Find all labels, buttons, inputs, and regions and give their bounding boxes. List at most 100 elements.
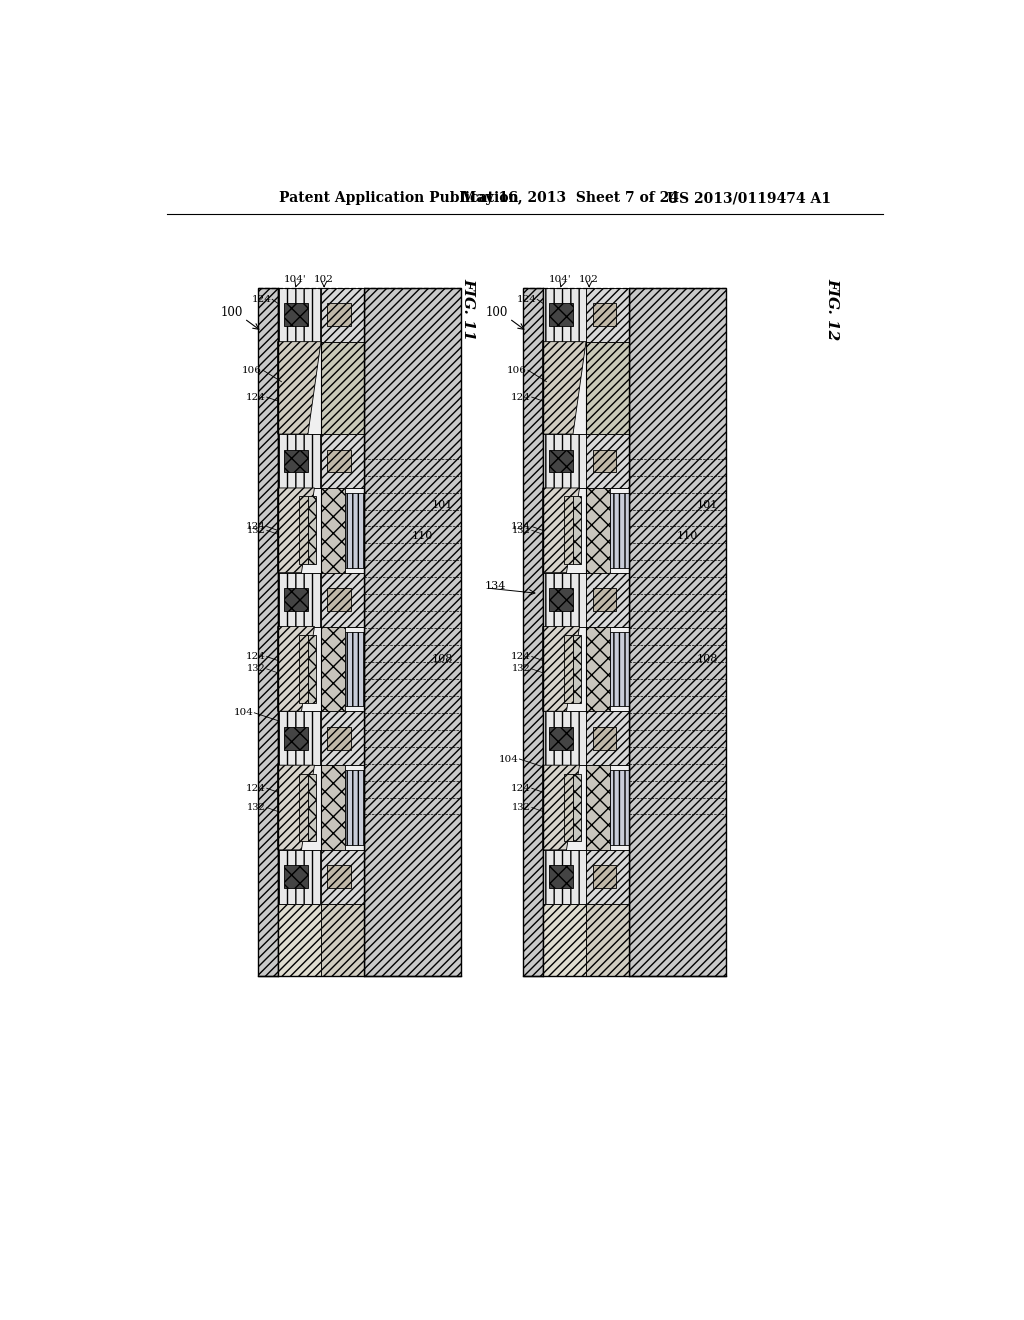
Bar: [564, 496, 572, 564]
Bar: [345, 494, 365, 568]
Bar: [345, 771, 365, 845]
Text: 124: 124: [511, 784, 531, 793]
Text: 110: 110: [412, 531, 433, 541]
Bar: [278, 288, 365, 342]
Text: 126: 126: [285, 381, 303, 389]
Bar: [278, 488, 365, 573]
Text: 104: 104: [233, 709, 254, 717]
Bar: [321, 488, 345, 573]
Bar: [258, 288, 278, 977]
Text: 120: 120: [550, 310, 569, 319]
Text: 102: 102: [579, 275, 598, 284]
Text: 104': 104': [284, 275, 306, 284]
Bar: [278, 627, 365, 711]
Text: 101: 101: [431, 500, 453, 510]
Text: 100: 100: [220, 306, 243, 319]
Bar: [321, 850, 365, 904]
Bar: [564, 774, 572, 841]
Text: 112: 112: [334, 525, 351, 535]
Bar: [586, 434, 630, 488]
Text: 124: 124: [246, 652, 266, 661]
Bar: [610, 494, 630, 568]
Bar: [593, 589, 616, 611]
Text: 128: 128: [293, 531, 310, 540]
Bar: [586, 850, 630, 904]
Bar: [586, 711, 630, 766]
Bar: [586, 573, 630, 627]
Text: US 2013/0119474 A1: US 2013/0119474 A1: [667, 191, 830, 206]
Bar: [278, 904, 321, 977]
Text: 132: 132: [512, 664, 531, 673]
Bar: [543, 766, 630, 850]
Bar: [610, 771, 630, 845]
Bar: [278, 904, 365, 977]
Text: 124: 124: [246, 392, 266, 401]
Bar: [299, 496, 307, 564]
Bar: [586, 627, 610, 711]
Text: 110: 110: [677, 531, 698, 541]
Bar: [549, 866, 573, 888]
Text: 104: 104: [499, 755, 518, 763]
Text: 112: 112: [599, 525, 616, 535]
Text: 100: 100: [485, 306, 508, 319]
Bar: [586, 766, 610, 850]
Bar: [278, 288, 321, 342]
Text: 101: 101: [696, 500, 718, 510]
Bar: [321, 434, 365, 488]
Bar: [299, 774, 307, 841]
Bar: [572, 635, 581, 702]
Text: 112: 112: [334, 664, 351, 673]
Text: 120: 120: [550, 873, 569, 882]
Text: 124: 124: [516, 294, 537, 304]
Bar: [284, 450, 308, 473]
Bar: [284, 866, 308, 888]
Text: 120: 120: [286, 595, 304, 605]
Text: 120: 120: [286, 873, 304, 882]
Text: FIG. 11: FIG. 11: [461, 277, 475, 341]
Bar: [278, 434, 321, 488]
Bar: [307, 635, 316, 702]
Text: 106: 106: [507, 366, 527, 375]
Polygon shape: [543, 627, 580, 711]
Text: 132: 132: [512, 803, 531, 812]
Bar: [549, 589, 573, 611]
Bar: [543, 288, 586, 342]
Bar: [284, 304, 308, 326]
Bar: [278, 573, 321, 627]
Bar: [321, 288, 365, 342]
Bar: [321, 627, 345, 711]
Bar: [593, 304, 616, 326]
Text: 128: 128: [293, 669, 310, 678]
Text: 132: 132: [247, 664, 266, 673]
Bar: [593, 450, 616, 473]
Bar: [543, 434, 630, 488]
Bar: [572, 496, 581, 564]
Bar: [299, 635, 307, 702]
Text: 106: 106: [243, 366, 262, 375]
Text: 112: 112: [599, 664, 616, 673]
Bar: [543, 573, 586, 627]
Bar: [321, 573, 365, 627]
Bar: [586, 288, 630, 342]
Text: 132: 132: [512, 525, 531, 535]
Bar: [543, 288, 630, 342]
Text: 108: 108: [431, 653, 453, 664]
Text: 120: 120: [286, 457, 304, 466]
Bar: [365, 288, 461, 977]
Bar: [278, 711, 321, 766]
Text: 120: 120: [550, 457, 569, 466]
Bar: [586, 904, 630, 977]
Bar: [278, 342, 365, 434]
Bar: [278, 711, 365, 766]
Text: 108: 108: [696, 653, 718, 664]
Bar: [307, 774, 316, 841]
Bar: [328, 304, 351, 326]
Text: 114: 114: [595, 381, 613, 389]
Bar: [543, 342, 630, 434]
Text: 120: 120: [286, 310, 304, 319]
Text: 104': 104': [549, 275, 571, 284]
Text: 120: 120: [550, 595, 569, 605]
Polygon shape: [278, 488, 314, 573]
Bar: [328, 450, 351, 473]
Text: May 16, 2013  Sheet 7 of 24: May 16, 2013 Sheet 7 of 24: [461, 191, 679, 206]
